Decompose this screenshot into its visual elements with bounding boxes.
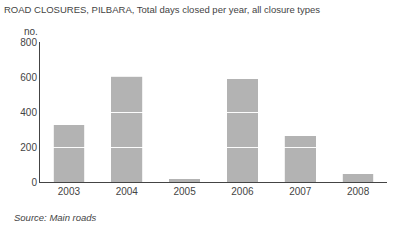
svg-text:200: 200 xyxy=(20,142,37,153)
svg-text:600: 600 xyxy=(20,72,37,83)
svg-text:2005: 2005 xyxy=(173,186,196,197)
svg-text:2004: 2004 xyxy=(116,186,139,197)
svg-text:Source: Main roads: Source: Main roads xyxy=(14,212,97,223)
svg-text:0: 0 xyxy=(31,177,37,188)
svg-text:2003: 2003 xyxy=(58,186,81,197)
svg-text:no.: no. xyxy=(24,26,38,37)
svg-text:2007: 2007 xyxy=(289,186,312,197)
svg-text:2006: 2006 xyxy=(231,186,254,197)
svg-text:800: 800 xyxy=(20,37,37,48)
svg-text:2008: 2008 xyxy=(347,186,370,197)
svg-text:ROAD CLOSURES, PILBARA, Total: ROAD CLOSURES, PILBARA, Total days close… xyxy=(4,4,320,15)
svg-text:400: 400 xyxy=(20,107,37,118)
